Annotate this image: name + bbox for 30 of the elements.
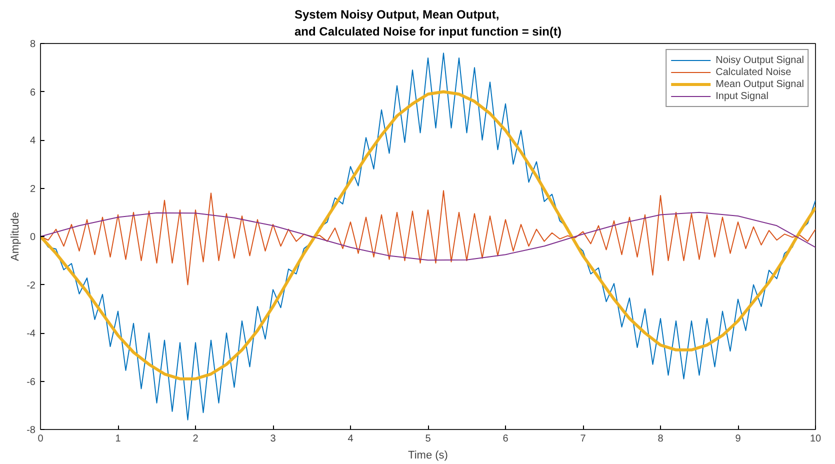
x-axis-title: Time (s): [408, 450, 448, 462]
x-tick-label: 3: [270, 434, 276, 444]
x-tick-label: 1: [115, 434, 122, 444]
y-tick-label: -2: [26, 280, 36, 292]
y-axis-title: Amplitude: [10, 212, 22, 261]
y-tick-label: -8: [26, 425, 36, 436]
x-tick-label: 5: [425, 434, 432, 444]
legend-label: Mean Output Signal: [716, 78, 804, 90]
legend-label: Calculated Noise: [716, 66, 792, 78]
x-tick-label: 4: [348, 434, 354, 444]
y-tick-label: -4: [26, 328, 36, 340]
chart-title: System Noisy Output, Mean Output, and Calculated Noise for input function = sin(t): [294, 8, 562, 38]
x-tick-label: 0: [38, 434, 44, 444]
x-tick-label: 7: [580, 434, 586, 444]
x-tick-label: 8: [658, 434, 664, 444]
y-tick-label: 8: [30, 39, 36, 50]
x-tick-label: 10: [810, 434, 822, 444]
y-tick-label: 0: [30, 232, 36, 243]
x-tick-label: 6: [502, 434, 509, 444]
legend-label: Input Signal: [716, 90, 768, 102]
x-tick-label: 2: [192, 434, 199, 444]
y-tick-label: -6: [26, 376, 36, 388]
line-series: [40, 90, 816, 380]
line-series: [40, 190, 816, 286]
legend-label: Noisy Output Signal: [716, 54, 804, 66]
x-tick-label: 9: [735, 434, 742, 444]
line-series: [40, 212, 816, 261]
y-tick-label: 6: [30, 87, 36, 98]
y-tick-label: 4: [30, 136, 36, 146]
y-tick-label: 2: [30, 184, 36, 195]
